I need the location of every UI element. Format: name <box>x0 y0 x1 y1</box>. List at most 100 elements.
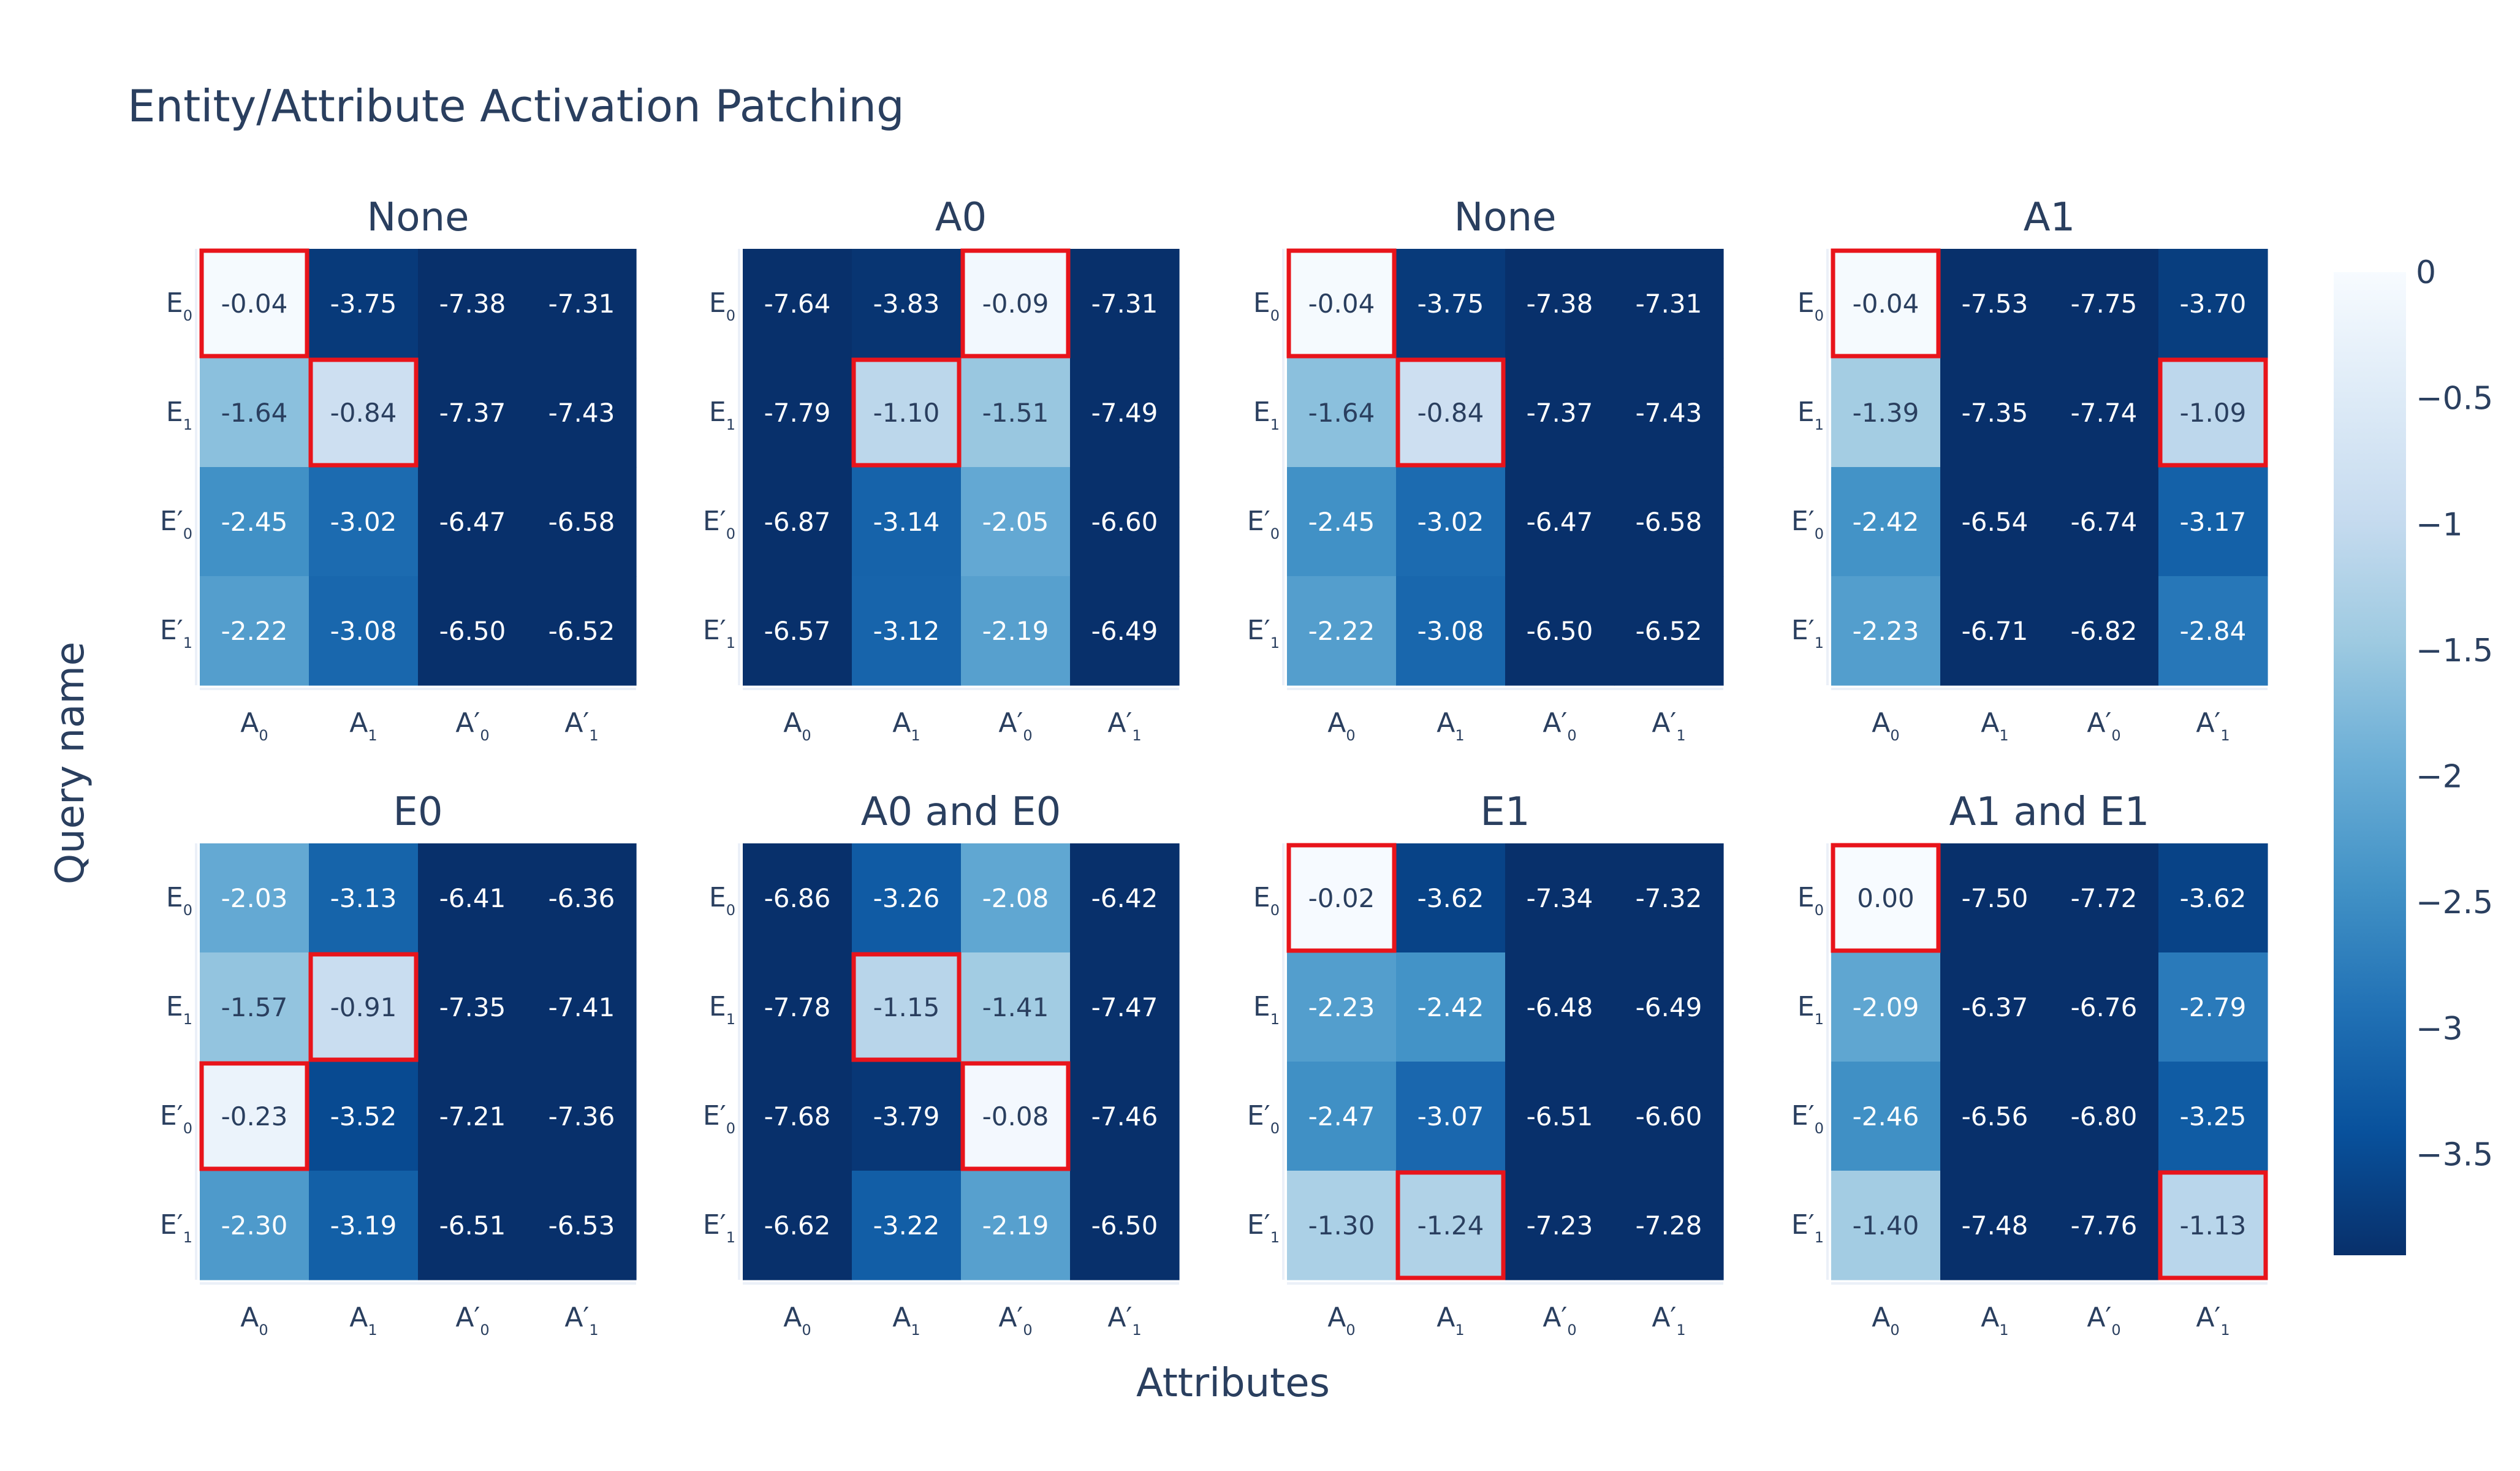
x-tick-label: A′1 <box>2196 707 2230 744</box>
heatmap-cell <box>961 1062 1071 1171</box>
heatmap-cell <box>743 952 852 1062</box>
cell-label: -1.51 <box>982 398 1049 428</box>
heatmap-cell <box>1831 249 1941 359</box>
heatmap-cell <box>1940 467 2050 577</box>
cell-label: -7.37 <box>1527 398 1593 428</box>
cell-label: -0.04 <box>1308 289 1375 319</box>
heatmap-cell <box>418 952 528 1062</box>
highlight-box <box>1831 248 1941 359</box>
cell-label: -7.47 <box>1091 992 1158 1022</box>
highlight-box <box>199 1061 309 1171</box>
highlight-box <box>308 952 419 1062</box>
cell-label: -7.43 <box>548 398 615 428</box>
cell-label: -6.49 <box>1091 616 1158 646</box>
heatmap-cell <box>2158 358 2268 468</box>
y-tick-label: E0 <box>166 882 192 919</box>
cell-label: -7.75 <box>2071 289 2138 319</box>
x-tick-label: A0 <box>240 1302 268 1339</box>
y-tick-label: E1 <box>709 991 735 1028</box>
heatmap-cell <box>1396 249 1506 359</box>
cell-label: -6.58 <box>1636 507 1702 537</box>
x-tick-label: A0 <box>1327 1302 1355 1339</box>
cell-label: -1.64 <box>221 398 288 428</box>
cell-label: -2.42 <box>1853 507 1919 537</box>
cell-label: -0.91 <box>330 992 397 1022</box>
cell-label: 0.00 <box>1857 883 1915 913</box>
y-tick-label: E′1 <box>703 615 735 652</box>
heatmap-cell <box>1505 358 1615 468</box>
cell-label: -6.37 <box>1962 992 2029 1022</box>
heatmap-cell <box>961 576 1071 686</box>
cell-label: -7.31 <box>1091 289 1158 319</box>
heatmap-cell <box>852 1171 962 1280</box>
heatmap-cell <box>1940 576 2050 686</box>
heatmap-cell <box>1614 576 1724 686</box>
cell-label: -6.60 <box>1636 1101 1702 1131</box>
cell-label: -1.09 <box>2180 398 2247 428</box>
cell-label: -6.58 <box>548 507 615 537</box>
cell-label: -7.53 <box>1962 289 2029 319</box>
heatmap-cell <box>527 467 637 577</box>
heatmap-cell <box>852 952 962 1062</box>
heatmap-cell <box>418 467 528 577</box>
cell-label: -6.56 <box>1962 1101 2029 1131</box>
heatmap-cell <box>1070 467 1180 577</box>
subplot-panel: None -0.04 -3.75 -7.38 -7.31 -1.64 -0.84 -7.37 -… <box>160 195 637 744</box>
heatmap-cell <box>309 1062 419 1171</box>
cell-label: -1.30 <box>1308 1211 1375 1241</box>
cell-label: -0.09 <box>982 289 1049 319</box>
cell-label: -7.31 <box>548 289 615 319</box>
heatmap-cell <box>1505 1171 1615 1280</box>
heatmap-cell <box>1396 1171 1506 1280</box>
heatmap-cell <box>961 467 1071 577</box>
cell-label: -2.08 <box>982 883 1049 913</box>
colorbar: 0 −0.5 −1 −1.5 −2 −2.5 −3 −3.5 <box>2334 254 2493 1255</box>
cell-label: -6.51 <box>439 1211 506 1241</box>
cell-label: -1.40 <box>1853 1211 1919 1241</box>
heatmap-cell <box>418 576 528 686</box>
heatmap-cell <box>527 1171 637 1280</box>
cell-label: -7.79 <box>764 398 831 428</box>
subplot-title: A1 and E1 <box>1949 789 2150 835</box>
heatmap-cell <box>2158 467 2268 577</box>
heatmap-cell <box>200 467 309 577</box>
heatmap-cell <box>1070 249 1180 359</box>
heatmap-cell <box>527 843 637 953</box>
x-tick-label: A1 <box>1981 707 2008 744</box>
cell-label: -3.62 <box>1418 883 1484 913</box>
cell-label: -1.57 <box>221 992 288 1022</box>
heatmap-cell <box>1396 358 1506 468</box>
highlight-box <box>1286 248 1397 359</box>
x-tick-label: A0 <box>240 707 268 744</box>
subplot-title: A0 and E0 <box>861 789 1061 835</box>
cell-label: -3.79 <box>873 1101 940 1131</box>
heatmap-cell <box>2158 249 2268 359</box>
x-tick-label: A′1 <box>564 707 598 744</box>
heatmap-cell <box>2049 249 2159 359</box>
cell-label: -2.05 <box>982 507 1049 537</box>
heatmap-cell <box>1505 1062 1615 1171</box>
heatmap-cell <box>852 249 962 359</box>
y-tick-label: E′0 <box>1247 1100 1280 1137</box>
x-tick-label: A0 <box>1872 707 1899 744</box>
cell-label: -6.42 <box>1091 883 1158 913</box>
cell-label: -7.23 <box>1527 1211 1593 1241</box>
cell-label: -6.60 <box>1091 507 1158 537</box>
x-tick-label: A1 <box>349 1302 377 1339</box>
x-tick-label: A1 <box>1981 1302 2008 1339</box>
x-tick-label: A′1 <box>1652 707 1685 744</box>
heatmap-cell <box>743 1062 852 1171</box>
heatmap-cell <box>527 1062 637 1171</box>
y-tick-label: E0 <box>1797 882 1824 919</box>
cell-label: -3.07 <box>1418 1101 1484 1131</box>
x-tick-label: A0 <box>1872 1302 1899 1339</box>
cell-label: -6.36 <box>548 883 615 913</box>
x-tick-label: A1 <box>892 707 920 744</box>
colorbar-gradient <box>2334 272 2406 1255</box>
heatmap-cell <box>1070 1171 1180 1280</box>
colorbar-tick-label: −2 <box>2416 759 2463 796</box>
cell-label: -2.19 <box>982 616 1049 646</box>
y-tick-label: E0 <box>1253 287 1280 324</box>
heatmap-cell <box>852 576 962 686</box>
heatmap-cell <box>1287 843 1397 953</box>
